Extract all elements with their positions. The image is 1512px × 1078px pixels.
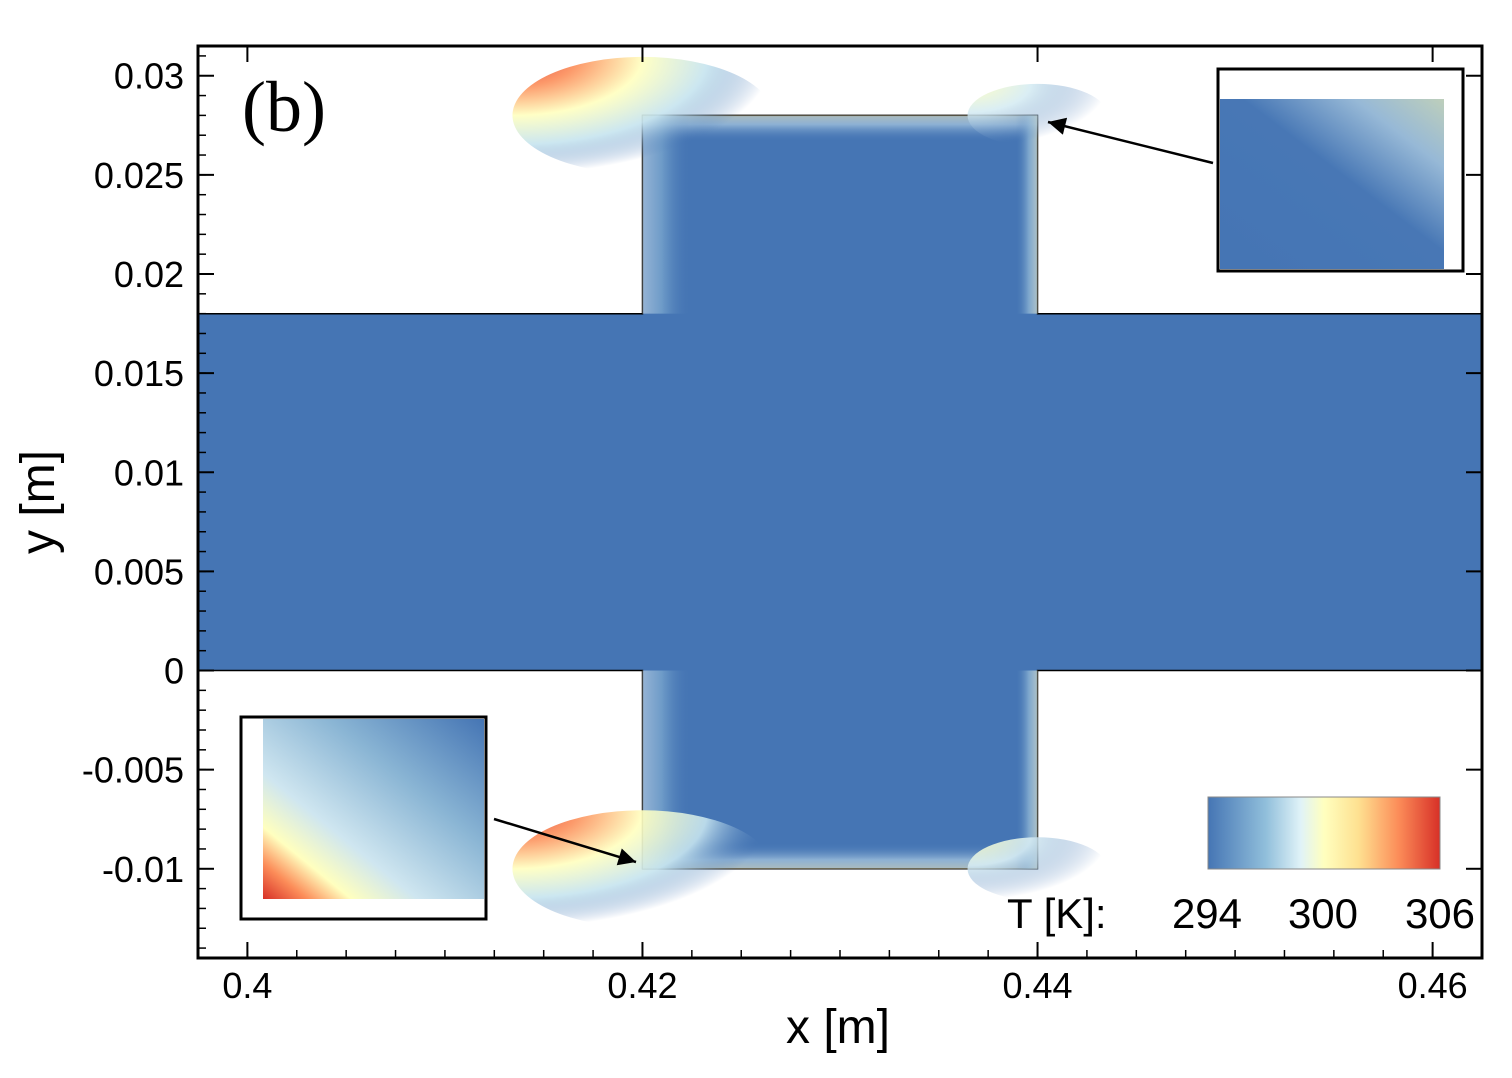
y-tick-label: 0.03	[114, 56, 184, 97]
y-axis-ticks: 0.03 0.025 0.02 0.015 0.01 0.005 0 -0.005 -0.01	[82, 55, 1482, 949]
y-tick-label: -0.01	[102, 849, 184, 890]
y-tick-label: 0.025	[94, 155, 184, 196]
hot-spot-bottom-right	[967, 837, 1108, 901]
cavity-hot-corners	[512, 56, 1108, 928]
cavity-lower-right-wall-layer	[1015, 670, 1038, 869]
hot-spot-top-left	[512, 56, 773, 174]
inset-bottom-left-arrow	[493, 817, 637, 866]
colorbar-gradient	[1207, 796, 1441, 870]
x-axis-ticks: 0.4 0.42 0.44 0.46	[222, 46, 1468, 1006]
y-tick-label: 0.02	[114, 254, 184, 295]
y-tick-label: 0.005	[94, 551, 184, 592]
x-tick-label: 0.42	[607, 965, 677, 1006]
hot-spot-top-right	[967, 83, 1108, 147]
x-tick-label: 0.44	[1002, 965, 1072, 1006]
colorbar-tick-294: 294	[1172, 890, 1242, 937]
inset-top-right-shade	[1220, 99, 1444, 269]
colorbar-tick-306: 306	[1405, 890, 1475, 937]
inset-top-right-arrow	[1047, 117, 1214, 165]
x-axis-title: x [m]	[786, 1001, 890, 1054]
inset-bottom-left	[239, 715, 488, 921]
cavity-upper-right-wall-layer	[1015, 115, 1038, 314]
colorbar-label: T [K]:	[1007, 890, 1107, 937]
y-tick-label: 0.015	[94, 353, 184, 394]
y-tick-label: 0.01	[114, 452, 184, 493]
temperature-field	[198, 56, 1482, 928]
colorbar-tick-300: 300	[1288, 890, 1358, 937]
x-tick-label: 0.46	[1398, 965, 1468, 1006]
y-tick-label: 0	[164, 651, 184, 692]
colorbar: T [K]: 294 300 306	[1007, 796, 1475, 937]
y-tick-label: -0.005	[82, 750, 184, 791]
x-tick-label: 0.4	[222, 965, 272, 1006]
hot-spot-bottom-left	[512, 810, 773, 928]
inset-top-right	[1216, 67, 1465, 273]
inset-top-right-field	[1220, 99, 1444, 269]
inset-bottom-left-field	[263, 719, 484, 899]
y-axis-title: y [m]	[12, 450, 65, 554]
panel-label: (b)	[242, 67, 326, 147]
